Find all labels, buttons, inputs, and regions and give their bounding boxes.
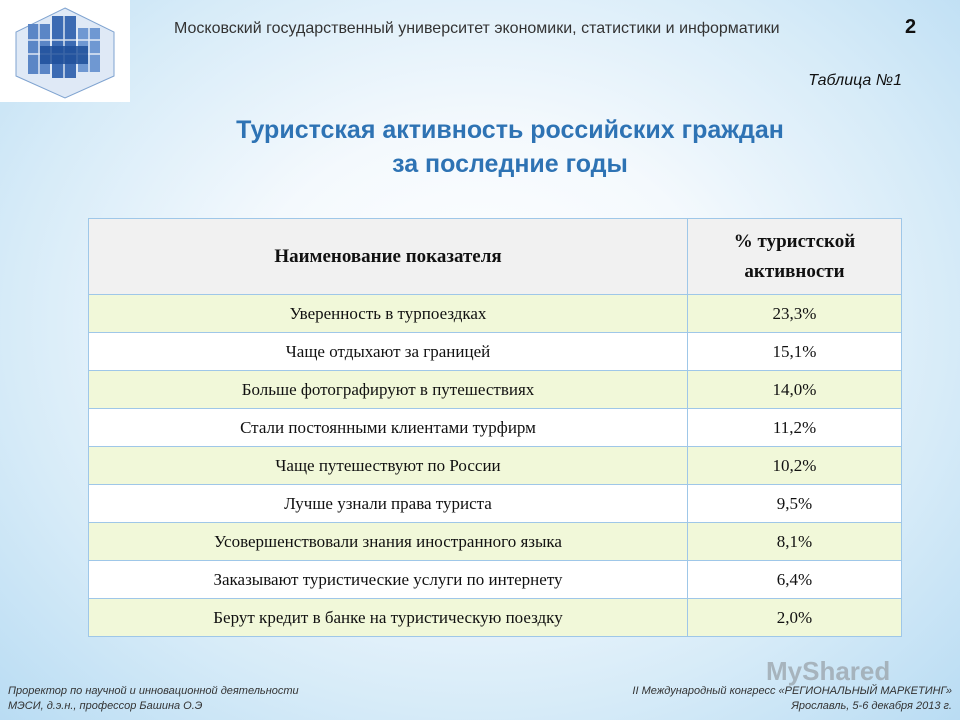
logo-container	[0, 0, 130, 102]
row-label: Стали постоянными клиентами турфирм	[88, 408, 688, 447]
header-activity-percent: % туристской активности	[687, 218, 902, 295]
mesi-logo-icon	[15, 7, 115, 99]
table-row: Усовершенствовали знания иностранного яз…	[88, 522, 902, 561]
footer-author: Проректор по научной и инновационной дея…	[8, 684, 299, 714]
watermark: MyShared	[766, 656, 891, 686]
row-value: 9,5%	[687, 484, 902, 523]
row-label: Чаще отдыхают за границей	[88, 332, 688, 371]
row-value: 14,0%	[687, 370, 902, 409]
table-row: Уверенность в турпоездках 23,3%	[88, 294, 902, 333]
table-row: Чаще путешествуют по России 10,2%	[88, 446, 902, 485]
row-value: 11,2%	[687, 408, 902, 447]
footer-event-line-2: Ярославль, 5-6 декабря 2013 г.	[791, 700, 952, 712]
footer-event: II Международный конгресс «РЕГИОНАЛЬНЫЙ …	[632, 684, 952, 714]
row-value: 2,0%	[687, 598, 902, 637]
row-label: Чаще путешествуют по России	[88, 446, 688, 485]
university-name: Московский государственный университет э…	[174, 20, 780, 37]
row-label: Больше фотографируют в путешествиях	[88, 370, 688, 409]
table-caption: Таблица №1	[808, 72, 902, 89]
slide-title: Туристская активность российских граждан…	[110, 113, 910, 181]
header-indicator-name: Наименование показателя	[88, 218, 688, 295]
footer-author-line-1: Проректор по научной и инновационной дея…	[8, 685, 299, 697]
row-label: Уверенность в турпоездках	[88, 294, 688, 333]
row-value: 8,1%	[687, 522, 902, 561]
table-row: Больше фотографируют в путешествиях 14,0…	[88, 370, 902, 409]
row-value: 23,3%	[687, 294, 902, 333]
table-header-row: Наименование показателя % туристской акт…	[88, 218, 902, 295]
table-row: Лучше узнали права туриста 9,5%	[88, 484, 902, 523]
row-value: 15,1%	[687, 332, 902, 371]
slide-title-line-2: за последние годы	[392, 150, 628, 178]
footer-author-line-2: МЭСИ, д.э.н., профессор Башина О.Э	[8, 700, 203, 712]
slide-title-line-1: Туристская активность российских граждан	[236, 116, 784, 144]
row-value: 10,2%	[687, 446, 902, 485]
footer-event-line-1: II Международный конгресс «РЕГИОНАЛЬНЫЙ …	[632, 685, 952, 697]
table-row: Стали постоянными клиентами турфирм 11,2…	[88, 408, 902, 447]
row-label: Лучше узнали права туриста	[88, 484, 688, 523]
row-label: Заказывают туристические услуги по интер…	[88, 560, 688, 599]
table-row: Чаще отдыхают за границей 15,1%	[88, 332, 902, 371]
row-label: Берут кредит в банке на туристическую по…	[88, 598, 688, 637]
row-label: Усовершенствовали знания иностранного яз…	[88, 522, 688, 561]
table-row: Берут кредит в банке на туристическую по…	[88, 598, 902, 637]
row-value: 6,4%	[687, 560, 902, 599]
page-number: 2	[905, 16, 917, 38]
table-row: Заказывают туристические услуги по интер…	[88, 560, 902, 599]
activity-table: Наименование показателя % туристской акт…	[88, 218, 902, 637]
